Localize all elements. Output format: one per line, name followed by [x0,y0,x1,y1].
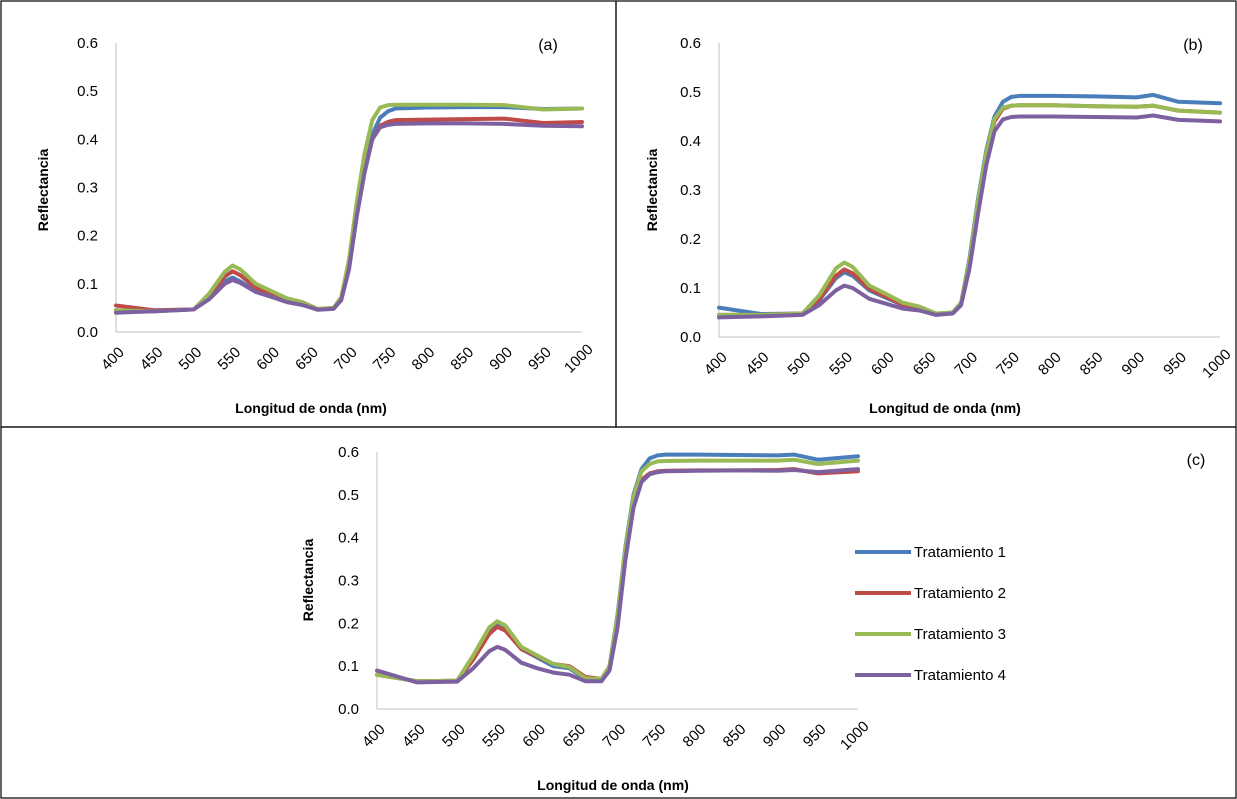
x-tick-label: 450 [137,344,167,374]
x-tick-label: 550 [479,721,509,751]
legend-label: Tratamiento 2 [914,585,1006,602]
x-tick-label: 400 [98,344,128,374]
y-tick-label: 0.2 [680,231,701,248]
series-line-tratamiento-4 [717,113,1222,320]
legend: Tratamiento 1 Tratamiento 2 Tratamiento 3 T… [855,544,1006,684]
y-tick-label: 0.3 [338,573,359,590]
x-tick-label: 550 [214,344,244,374]
x-tick-label: 850 [720,721,750,751]
x-axis-title: Longitud de onda (nm) [537,777,689,793]
y-axis-title: Reflectancia [300,539,316,622]
x-tick-label: 500 [176,344,206,374]
x-tick-label: 600 [868,349,898,379]
x-tick-label: 800 [409,344,439,374]
x-tick-label: 950 [1160,349,1190,379]
y-tick-label: 0.6 [338,444,359,461]
x-tick-label: 800 [1035,349,1065,379]
chart-panel-c: 0.0 0.1 0.2 0.3 0.4 0.5 0.6 400 450 500 550 600 650 7… [300,444,1205,793]
x-tick-label: 950 [525,344,555,374]
x-tick-label: 650 [559,721,589,751]
y-tick-label: 0.3 [77,180,98,197]
panel-tag: (b) [1183,37,1203,54]
series-line-tratamiento-1 [114,105,584,314]
panel-tag: (c) [1187,452,1206,469]
y-tick-label: 0.0 [77,324,98,341]
x-tick-label: 850 [1077,349,1107,379]
chart-panel-a: 0.0 0.1 0.2 0.3 0.4 0.5 0.6 400 450 500 550 600 650 7… [35,35,597,416]
y-tick-label: 0.1 [680,280,701,297]
y-tick-label: 0.0 [338,701,359,718]
series-line-tratamiento-2 [717,103,1222,317]
x-tick-label: 900 [486,344,516,374]
y-tick-label: 0.4 [680,133,701,150]
legend-label: Tratamiento 1 [914,544,1006,561]
x-tick-label: 850 [447,344,477,374]
series-line-tratamiento-2 [114,116,584,313]
x-tick-label: 950 [800,721,830,751]
x-tick-label: 600 [253,344,283,374]
y-tick-label: 0.5 [77,83,98,100]
series-line-tratamiento-3 [114,102,584,314]
x-tick-label: 750 [993,349,1023,379]
x-tick-label: 450 [399,721,429,751]
y-tick-label: 0.4 [338,530,359,547]
x-tick-label: 650 [910,349,940,379]
y-tick-label: 0.4 [77,131,98,148]
x-tick-label: 700 [331,344,361,374]
y-tick-label: 0.5 [338,487,359,504]
legend-label: Tratamiento 4 [914,667,1006,684]
y-tick-label: 0.1 [338,658,359,675]
x-tick-label: 900 [1118,349,1148,379]
series-line-tratamiento-4 [375,467,860,685]
x-tick-label: 400 [359,721,389,751]
x-tick-label: 400 [701,349,731,379]
y-tick-label: 0.6 [680,35,701,52]
x-tick-label: 650 [292,344,322,374]
x-tick-label: 500 [784,349,814,379]
x-tick-label: 700 [599,721,629,751]
series-line-tratamiento-3 [375,457,860,684]
x-tick-label: 700 [951,349,981,379]
x-tick-label: 1000 [837,718,873,754]
y-tick-label: 0.5 [680,84,701,101]
panel-tag: (a) [538,37,558,54]
legend-label: Tratamiento 3 [914,626,1006,643]
x-tick-label: 750 [640,721,670,751]
x-tick-label: 600 [519,721,549,751]
y-axis-title: Reflectancia [644,149,660,232]
y-axis-title: Reflectancia [35,149,51,232]
x-tick-label: 550 [826,349,856,379]
x-tick-label: 1000 [561,341,597,377]
x-axis-title: Longitud de onda (nm) [235,400,387,416]
panel-c-frame [0,426,1237,799]
x-tick-label: 900 [760,721,790,751]
series-line-tratamiento-1 [717,92,1222,316]
series-line-tratamiento-1 [375,452,860,684]
y-tick-label: 0.0 [680,329,701,346]
series-line-tratamiento-4 [114,121,584,315]
y-tick-label: 0.3 [680,182,701,199]
chart-panel-b: 0.0 0.1 0.2 0.3 0.4 0.5 0.6 400 450 500 550 600 650 7… [644,35,1235,416]
y-tick-label: 0.2 [338,615,359,632]
x-tick-label: 450 [743,349,773,379]
y-tick-label: 0.6 [77,35,98,52]
x-tick-label: 800 [680,721,710,751]
x-tick-label: 1000 [1199,346,1235,382]
series-line-tratamiento-3 [717,103,1222,317]
x-axis-title: Longitud de onda (nm) [869,400,1021,416]
x-tick-label: 500 [439,721,469,751]
y-tick-label: 0.1 [77,276,98,293]
x-tick-label: 750 [370,344,400,374]
y-tick-label: 0.2 [77,228,98,245]
series-line-tratamiento-2 [375,467,860,684]
